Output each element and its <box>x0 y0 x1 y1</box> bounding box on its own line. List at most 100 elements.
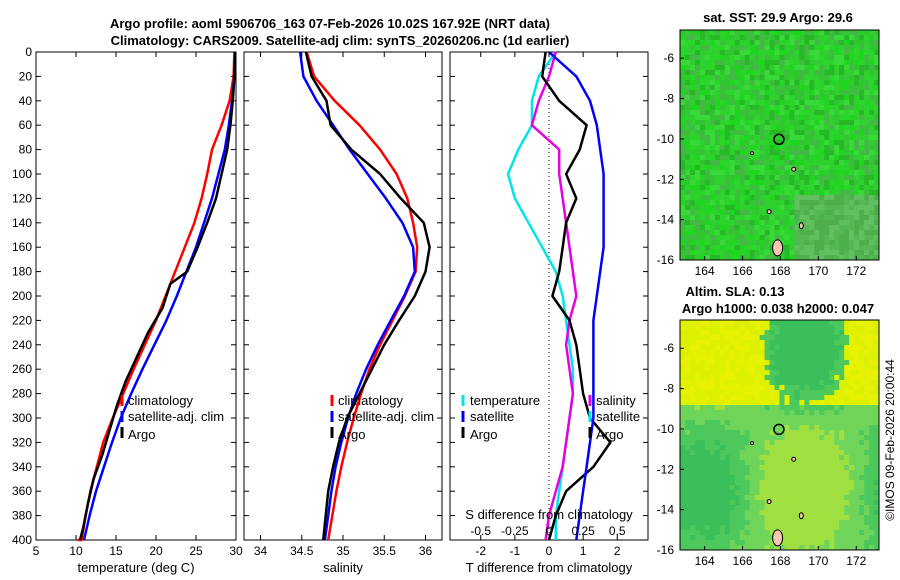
sst-map-cell <box>724 215 731 221</box>
sst-map-cell <box>784 250 790 256</box>
sla-map-cell <box>789 390 795 396</box>
sla-map-cell <box>769 370 775 376</box>
sla-map-cell <box>859 390 865 396</box>
sst-map-cell <box>804 205 810 211</box>
sla-map-cell <box>694 350 701 356</box>
sla-map-cell <box>699 400 706 406</box>
sst-map-cell <box>864 130 870 136</box>
sst-map-cell <box>819 120 825 126</box>
sla-map-cell <box>834 385 840 391</box>
sla-map-cell <box>729 455 736 461</box>
sst-map-cell <box>814 50 820 56</box>
sla-map-cell <box>799 385 805 391</box>
sst-map-cell <box>709 225 716 231</box>
sla-map-cell <box>869 335 875 341</box>
sla-map-cell <box>844 425 850 431</box>
sla-map-cell <box>834 375 840 381</box>
sla-map-cell <box>859 450 865 456</box>
sst-map-cell <box>680 250 686 256</box>
sla-map-cell <box>749 475 755 481</box>
sla-map-cell <box>759 360 765 366</box>
sst-map-cell <box>680 190 686 196</box>
sst-map-cell <box>744 100 750 106</box>
sla-map-cell <box>704 355 711 361</box>
sla-map-cell <box>859 445 865 451</box>
sst-map-cell <box>729 235 736 241</box>
sla-map-cell <box>704 540 711 546</box>
sst-map-cell <box>779 235 785 241</box>
sst-map-cell <box>819 100 825 106</box>
sst-map-cell <box>774 120 780 126</box>
sla-map-cell <box>689 510 696 516</box>
sla-map-cell <box>784 330 790 336</box>
sst-map-cell <box>734 95 740 101</box>
sst-map-cell <box>769 165 775 171</box>
sst-map-cell <box>680 150 686 156</box>
sla-map-cell <box>844 530 850 536</box>
sla-map-cell <box>769 380 775 386</box>
sst-map-cell <box>729 125 736 131</box>
salinity-xtick-label: 34 <box>254 544 268 558</box>
sst-map-cell <box>714 115 721 121</box>
sla-map-cell <box>824 380 830 386</box>
salinity-xtick-label: 35 <box>336 544 350 558</box>
sla-map-cell <box>699 335 706 341</box>
sst-map-cell <box>869 110 875 116</box>
sst-map-cell <box>699 125 706 131</box>
sla-map-cell <box>724 370 731 376</box>
sst-map-cell <box>834 40 840 46</box>
sst-map-cell <box>799 215 805 221</box>
sla-map-cell <box>824 410 830 416</box>
sla-map-cell <box>704 460 711 466</box>
sla-map-cell <box>759 445 765 451</box>
sst-map-cell <box>864 70 870 76</box>
sst-map-cell <box>749 50 755 56</box>
sst-map-cell <box>759 140 765 146</box>
sst-map-cell <box>759 135 765 141</box>
sla-map-cell <box>749 410 755 416</box>
sla-map-cell <box>749 490 755 496</box>
sla-map-cell <box>859 455 865 461</box>
sst-map-cell <box>754 145 760 151</box>
sla-map-cell <box>764 465 770 471</box>
sla-map-cell <box>704 510 711 516</box>
sst-map-cell <box>689 45 696 51</box>
sla-map-cell <box>794 350 800 356</box>
sla-map-cell <box>809 540 815 546</box>
sst-map-cell <box>829 245 835 251</box>
sst-map-cell <box>839 105 845 111</box>
sla-map-cell <box>739 500 745 506</box>
sla-map-cell <box>804 385 810 391</box>
sst-map-cell <box>699 195 706 201</box>
sst-map-cell <box>744 250 750 256</box>
sla-map-cell <box>779 520 785 526</box>
sla-map-cell <box>869 360 875 366</box>
sla-map-cell <box>844 540 850 546</box>
island-4 <box>750 441 755 446</box>
sst-map-cell <box>709 245 716 251</box>
sla-map-cell <box>719 475 726 481</box>
sla-map-cell <box>764 505 770 511</box>
sla-map-cell <box>744 460 750 466</box>
sst-map-cell <box>749 135 755 141</box>
sla-map-cell <box>734 420 740 426</box>
sla-map-cell <box>719 490 726 496</box>
sst-map-cell <box>824 110 830 116</box>
sla-map-cell <box>774 360 780 366</box>
sst-map-cell <box>799 210 805 216</box>
difference-xtick-label: 0 <box>546 544 553 558</box>
sla-map-cell <box>714 460 721 466</box>
sst-map-cell <box>839 210 845 216</box>
sst-map-cell <box>784 35 790 41</box>
sla-map-cell <box>814 445 820 451</box>
sla-map-cell <box>824 455 830 461</box>
sst-map-cell <box>859 210 865 216</box>
sst-map-cell <box>704 40 711 46</box>
sla-map-cell <box>849 435 855 441</box>
sla-map-cell <box>714 545 721 551</box>
sst-map-cell <box>779 155 785 161</box>
sst-map-cell <box>839 250 845 256</box>
sst-map-cell <box>844 40 850 46</box>
sst-map-cell <box>859 110 865 116</box>
sla-map-cell <box>759 505 765 511</box>
